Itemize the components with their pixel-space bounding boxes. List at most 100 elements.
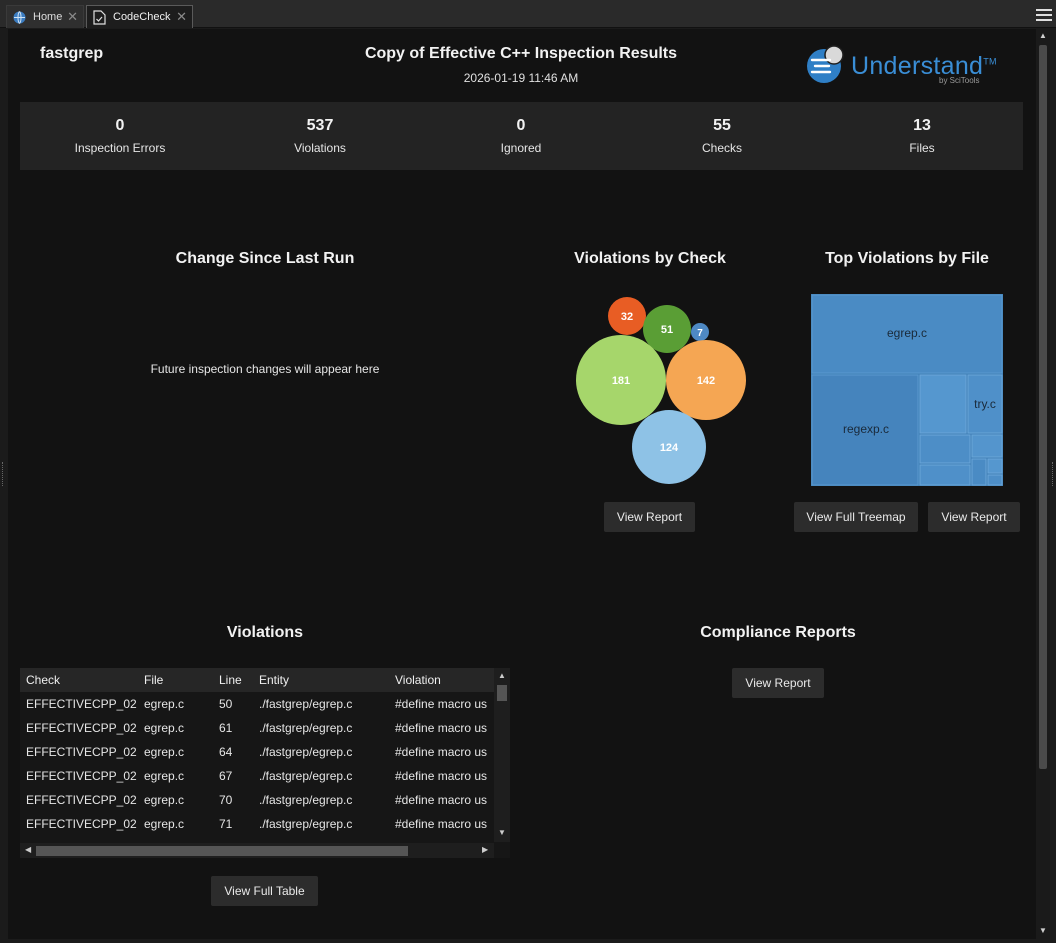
tab-codecheck-label: CodeCheck <box>113 11 171 23</box>
table-row[interactable]: EFFECTIVECPP_02 egrep.c 64 ./fastgrep/eg… <box>20 740 494 764</box>
top-violations-by-file-title: Top Violations by File <box>825 250 989 267</box>
page-scrollbar[interactable]: ▲ ▼ <box>1036 29 1050 939</box>
tab-home-label: Home <box>33 11 63 23</box>
cell-file: egrep.c <box>144 697 185 711</box>
scroll-down-arrow-icon[interactable]: ▼ <box>498 828 506 837</box>
scrollbar-thumb[interactable] <box>36 846 408 856</box>
stat-label: Files <box>909 141 935 155</box>
treemap-cell-regexp[interactable] <box>811 374 919 486</box>
cell-entity: ./fastgrep/egrep.c <box>259 817 353 831</box>
scroll-up-arrow-icon[interactable]: ▲ <box>1039 31 1047 40</box>
tab-codecheck[interactable]: CodeCheck ✕ <box>86 5 193 28</box>
cell-check: EFFECTIVECPP_02 <box>26 817 137 831</box>
cell-violation: #define macro us <box>395 769 488 783</box>
cell-entity: ./fastgrep/egrep.c <box>259 745 353 759</box>
cell-file: egrep.c <box>144 817 185 831</box>
stat-files: 13 Files <box>822 102 1022 155</box>
scrollbar-thumb[interactable] <box>497 685 507 701</box>
violations-by-check-view-report-button[interactable]: View Report <box>604 502 695 532</box>
column-header-violation[interactable]: Violation <box>395 673 441 687</box>
treemap-cell[interactable] <box>919 464 971 486</box>
column-header-file[interactable]: File <box>144 673 164 687</box>
table-horizontal-scrollbar[interactable]: ◀ ▶ <box>20 843 494 858</box>
compliance-reports-title: Compliance Reports <box>700 624 856 641</box>
scroll-right-arrow-icon[interactable]: ▶ <box>482 845 489 854</box>
treemap-cell[interactable] <box>971 458 987 486</box>
cell-entity: ./fastgrep/egrep.c <box>259 721 353 735</box>
cell-entity: ./fastgrep/egrep.c <box>259 793 353 807</box>
treemap-label-regexp: regexp.c <box>843 422 889 436</box>
top-violations-treemap[interactable]: egrep.c regexp.c try.c <box>811 294 1003 486</box>
compliance-view-report-button[interactable]: View Report <box>732 668 824 698</box>
top-violations-view-report-button[interactable]: View Report <box>928 502 1020 532</box>
table-row[interactable]: EFFECTIVECPP_02 egrep.c 50 ./fastgrep/eg… <box>20 692 494 716</box>
treemap-cell-try[interactable] <box>967 374 1003 434</box>
tab-home[interactable]: Home ✕ <box>6 5 84 28</box>
cell-entity: ./fastgrep/egrep.c <box>259 697 353 711</box>
close-icon[interactable]: ✕ <box>67 9 78 24</box>
stat-label: Inspection Errors <box>74 141 166 155</box>
stat-label: Checks <box>701 141 742 155</box>
treemap-cell[interactable] <box>987 474 1003 486</box>
bubble-label: 124 <box>660 442 679 454</box>
logo-wordmark: Understand <box>851 52 984 80</box>
logo-trademark: TM <box>983 56 997 67</box>
cell-violation: #define macro us <box>395 697 488 711</box>
table-row[interactable]: EFFECTIVECPP_02 egrep.c 67 ./fastgrep/eg… <box>20 764 494 788</box>
cell-check: EFFECTIVECPP_02 <box>26 793 137 807</box>
scroll-down-arrow-icon[interactable]: ▼ <box>1039 926 1047 935</box>
cell-line: 64 <box>219 745 233 759</box>
home-globe-icon <box>11 9 27 25</box>
scroll-left-arrow-icon[interactable]: ◀ <box>25 845 32 854</box>
column-header-line[interactable]: Line <box>219 673 242 687</box>
table-header: Check File Line Entity Violation <box>20 668 494 692</box>
table-row[interactable]: EFFECTIVECPP_02 egrep.c 71 ./fastgrep/eg… <box>20 812 494 836</box>
treemap-label-egrep: egrep.c <box>887 326 927 340</box>
cell-file: egrep.c <box>144 793 185 807</box>
logo-byline: by SciTools <box>939 76 980 85</box>
cell-line: 70 <box>219 793 233 807</box>
bubble-142[interactable] <box>666 340 746 420</box>
treemap-cell[interactable] <box>971 434 1003 458</box>
table-row[interactable]: EFFECTIVECPP_02 egrep.c 70 ./fastgrep/eg… <box>20 788 494 812</box>
treemap-cell[interactable] <box>919 374 967 434</box>
treemap-label-try: try.c <box>974 397 996 411</box>
table-row[interactable]: EFFECTIVECPP_02 egrep.c 61 ./fastgrep/eg… <box>20 716 494 740</box>
close-icon[interactable]: ✕ <box>176 9 187 24</box>
cell-file: egrep.c <box>144 721 185 735</box>
stat-value: 0 <box>516 117 526 134</box>
project-name: fastgrep <box>40 45 104 62</box>
bubble-32[interactable] <box>608 297 646 335</box>
treemap-cell-egrep[interactable] <box>811 294 1003 374</box>
treemap-cell[interactable] <box>987 458 1003 474</box>
cell-violation: #define macro us <box>395 793 488 807</box>
cell-entity: ./fastgrep/egrep.c <box>259 769 353 783</box>
column-header-entity[interactable]: Entity <box>259 673 290 687</box>
cell-file: egrep.c <box>144 769 185 783</box>
violations-by-check-bubble-chart[interactable]: 32 51 7 181 142 124 <box>570 292 756 492</box>
scrollbar-thumb[interactable] <box>1039 45 1047 769</box>
change-since-last-run-title: Change Since Last Run <box>175 250 355 267</box>
bubble-124[interactable] <box>632 410 706 484</box>
stat-value: 55 <box>713 117 731 134</box>
view-full-treemap-button[interactable]: View Full Treemap <box>794 502 918 532</box>
summary-stats: 0 Inspection Errors 537 Violations 0 Ign… <box>20 102 1023 170</box>
menu-icon[interactable] <box>1036 9 1052 23</box>
violations-table: Check File Line Entity Violation EFFECTI… <box>20 668 510 858</box>
bubble-181[interactable] <box>576 335 666 425</box>
scroll-up-arrow-icon[interactable]: ▲ <box>498 671 506 680</box>
view-full-table-button[interactable]: View Full Table <box>211 876 318 906</box>
table-vertical-scrollbar[interactable]: ▲ ▼ <box>494 668 510 842</box>
bubble-51[interactable] <box>643 305 691 353</box>
right-splitter-handle[interactable] <box>1052 462 1055 486</box>
column-header-check[interactable]: Check <box>26 673 61 687</box>
bubble-label: 7 <box>697 328 703 339</box>
cell-check: EFFECTIVECPP_02 <box>26 697 137 711</box>
left-splitter-handle[interactable] <box>2 462 5 486</box>
treemap-cell[interactable] <box>919 434 971 464</box>
bubble-7[interactable] <box>691 323 709 341</box>
cell-violation: #define macro us <box>395 817 488 831</box>
stat-label: Violations <box>294 141 346 155</box>
stat-inspection-errors: 0 Inspection Errors <box>20 102 220 155</box>
cell-line: 67 <box>219 769 233 783</box>
